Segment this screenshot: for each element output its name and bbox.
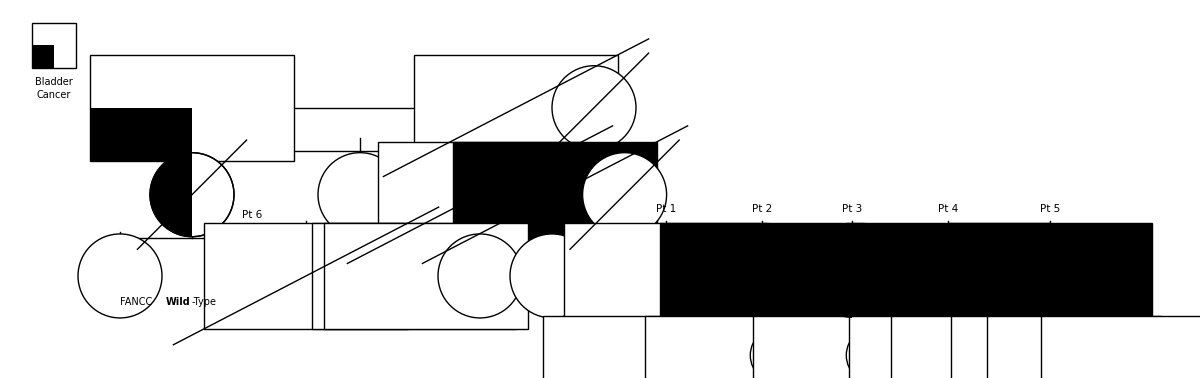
Ellipse shape — [510, 234, 594, 318]
FancyBboxPatch shape — [754, 316, 926, 378]
Text: Bladder
Cancer: Bladder Cancer — [35, 77, 73, 100]
Text: Pt 4: Pt 4 — [938, 204, 958, 214]
Text: Wild: Wild — [166, 297, 191, 307]
Ellipse shape — [552, 66, 636, 150]
FancyBboxPatch shape — [414, 55, 618, 161]
FancyBboxPatch shape — [454, 142, 658, 248]
Polygon shape — [810, 234, 852, 318]
Text: Untested: Untested — [931, 333, 965, 342]
Text: FANCC pL554P
Carrier: FANCC pL554P Carrier — [824, 333, 880, 353]
FancyBboxPatch shape — [646, 316, 818, 378]
FancyBboxPatch shape — [544, 316, 716, 378]
Ellipse shape — [438, 234, 522, 318]
Ellipse shape — [810, 234, 894, 318]
Text: Pt 2: Pt 2 — [752, 204, 772, 214]
Ellipse shape — [750, 324, 822, 378]
Text: -Type: -Type — [192, 297, 217, 307]
Text: Pt 5: Pt 5 — [1040, 204, 1060, 214]
Ellipse shape — [846, 324, 918, 378]
Ellipse shape — [318, 153, 402, 237]
FancyBboxPatch shape — [324, 223, 528, 329]
Text: FANCC: FANCC — [120, 297, 155, 307]
Ellipse shape — [78, 234, 162, 318]
Text: Pt 1: Pt 1 — [656, 204, 676, 214]
FancyBboxPatch shape — [948, 223, 1152, 329]
Ellipse shape — [222, 234, 306, 318]
FancyBboxPatch shape — [988, 316, 1160, 378]
FancyBboxPatch shape — [32, 23, 76, 68]
Text: FANCC pL554P
Carrier: FANCC pL554P Carrier — [734, 333, 790, 353]
Ellipse shape — [150, 153, 234, 237]
Ellipse shape — [666, 324, 738, 378]
FancyBboxPatch shape — [1042, 316, 1200, 378]
Text: Pt 3: Pt 3 — [842, 204, 862, 214]
Text: Pt 6: Pt 6 — [242, 210, 262, 220]
FancyBboxPatch shape — [660, 223, 864, 329]
Polygon shape — [90, 108, 192, 161]
FancyBboxPatch shape — [564, 223, 768, 329]
FancyBboxPatch shape — [952, 316, 1124, 378]
FancyBboxPatch shape — [378, 142, 582, 248]
FancyBboxPatch shape — [850, 316, 1022, 378]
FancyBboxPatch shape — [312, 223, 516, 329]
Polygon shape — [150, 153, 192, 237]
Text: FANCC pL554P
Carrier: FANCC pL554P Carrier — [638, 333, 694, 353]
Ellipse shape — [583, 153, 667, 237]
FancyBboxPatch shape — [846, 223, 1050, 329]
Text: FANCC pL554P
Carrier: FANCC pL554P Carrier — [1022, 333, 1078, 353]
FancyBboxPatch shape — [892, 316, 1064, 378]
FancyBboxPatch shape — [90, 55, 294, 161]
Polygon shape — [32, 45, 54, 68]
FancyBboxPatch shape — [204, 223, 408, 329]
